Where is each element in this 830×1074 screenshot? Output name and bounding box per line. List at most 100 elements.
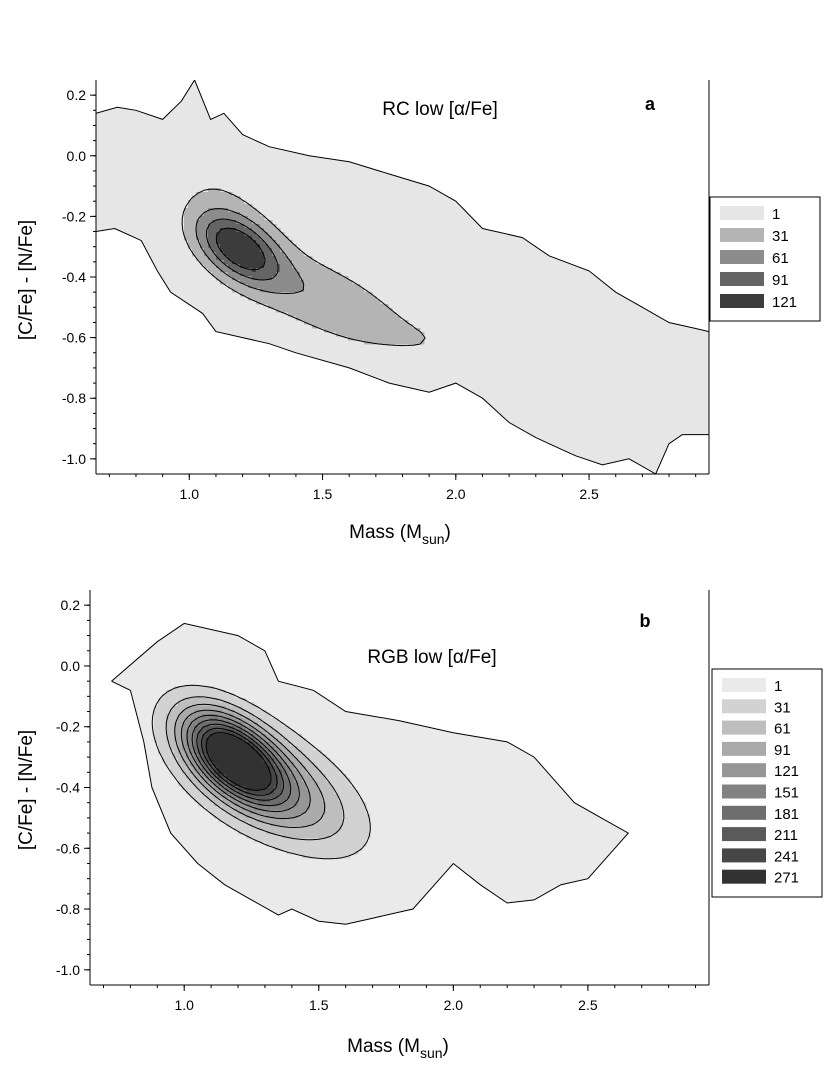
density-cell bbox=[262, 774, 267, 779]
density-cell bbox=[342, 790, 347, 795]
density-cell bbox=[290, 814, 295, 819]
density-cell bbox=[286, 846, 291, 851]
density-cell bbox=[346, 838, 351, 843]
density-cell bbox=[248, 220, 253, 225]
density-cell bbox=[340, 280, 345, 285]
density-cell bbox=[190, 766, 195, 771]
density-cell bbox=[296, 292, 301, 297]
density-cell bbox=[286, 806, 291, 811]
legend-label: 241 bbox=[774, 848, 799, 865]
density-cell bbox=[286, 818, 291, 823]
density-cell bbox=[266, 778, 271, 783]
density-cell bbox=[166, 742, 171, 747]
density-cell bbox=[280, 232, 285, 237]
legend-swatch bbox=[722, 741, 766, 756]
density-cell bbox=[294, 850, 299, 855]
density-cell bbox=[214, 806, 219, 811]
density-cell bbox=[202, 774, 207, 779]
density-cell bbox=[178, 738, 183, 743]
density-cell bbox=[324, 304, 329, 309]
density-cell bbox=[346, 842, 351, 847]
density-cell bbox=[254, 734, 259, 739]
density-cell bbox=[350, 814, 355, 819]
density-cell bbox=[310, 850, 315, 855]
density-cell bbox=[284, 268, 289, 273]
density-cell bbox=[256, 212, 261, 217]
density-cell bbox=[256, 248, 261, 253]
density-cell bbox=[268, 256, 273, 261]
density-cell bbox=[238, 766, 243, 771]
density-cell bbox=[270, 786, 275, 791]
density-cell bbox=[170, 710, 175, 715]
density-cell bbox=[242, 710, 247, 715]
density-cell bbox=[242, 766, 247, 771]
density-cell bbox=[234, 778, 239, 783]
density-cell bbox=[258, 806, 263, 811]
density-cell bbox=[202, 718, 207, 723]
density-cell bbox=[190, 698, 195, 703]
density-cell bbox=[308, 276, 313, 281]
density-cell bbox=[282, 798, 287, 803]
density-cell bbox=[352, 312, 357, 317]
density-cell bbox=[362, 806, 367, 811]
density-cell bbox=[246, 818, 251, 823]
density-cell bbox=[336, 312, 341, 317]
density-cell bbox=[368, 300, 373, 305]
density-cell bbox=[278, 738, 283, 743]
density-cell bbox=[194, 798, 199, 803]
density-cell bbox=[220, 216, 225, 221]
density-cell bbox=[242, 734, 247, 739]
density-cell bbox=[222, 710, 227, 715]
density-cell bbox=[274, 754, 279, 759]
density-cell bbox=[330, 770, 335, 775]
density-cell bbox=[216, 260, 221, 265]
density-cell bbox=[166, 698, 171, 703]
density-cell bbox=[250, 778, 255, 783]
density-cell bbox=[248, 292, 253, 297]
density-cell bbox=[206, 722, 211, 727]
density-cell bbox=[260, 268, 265, 273]
density-cell bbox=[210, 802, 215, 807]
density-cell bbox=[340, 308, 345, 313]
density-cell bbox=[158, 730, 163, 735]
density-cell bbox=[240, 256, 245, 261]
density-cell bbox=[214, 750, 219, 755]
density-cell bbox=[330, 814, 335, 819]
density-cell bbox=[268, 248, 273, 253]
density-cell bbox=[178, 714, 183, 719]
density-cell bbox=[194, 750, 199, 755]
density-cell bbox=[236, 208, 241, 213]
density-cell bbox=[246, 826, 251, 831]
density-cell bbox=[234, 706, 239, 711]
density-cell bbox=[186, 734, 191, 739]
density-cell bbox=[280, 292, 285, 297]
density-cell bbox=[236, 212, 241, 217]
density-cell bbox=[234, 762, 239, 767]
density-cell bbox=[232, 224, 237, 229]
density-cell bbox=[246, 830, 251, 835]
density-cell bbox=[362, 810, 367, 815]
density-cell bbox=[284, 288, 289, 293]
density-cell bbox=[238, 718, 243, 723]
density-cell bbox=[338, 850, 343, 855]
density-cell bbox=[292, 308, 297, 313]
density-cell bbox=[376, 308, 381, 313]
density-cell bbox=[364, 316, 369, 321]
density-cell bbox=[210, 710, 215, 715]
density-cell bbox=[322, 826, 327, 831]
density-cell bbox=[316, 272, 321, 277]
density-cell bbox=[226, 774, 231, 779]
density-cell bbox=[242, 730, 247, 735]
density-cell bbox=[194, 774, 199, 779]
y-tick-label: -0.2 bbox=[62, 208, 86, 224]
density-cell bbox=[202, 694, 207, 699]
density-cell bbox=[298, 794, 303, 799]
density-cell bbox=[256, 264, 261, 269]
density-cell bbox=[188, 240, 193, 245]
density-cell bbox=[306, 822, 311, 827]
density-cell bbox=[240, 284, 245, 289]
density-cell bbox=[210, 714, 215, 719]
density-cell bbox=[302, 846, 307, 851]
density-cell bbox=[266, 838, 271, 843]
density-cell bbox=[310, 762, 315, 767]
